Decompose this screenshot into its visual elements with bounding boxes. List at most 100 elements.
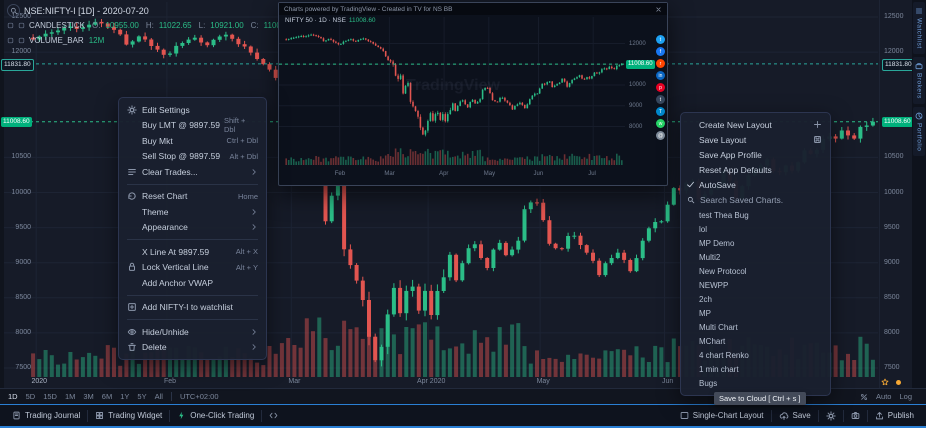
trading-journal-button[interactable]: Trading Journal xyxy=(5,411,87,420)
series-visibility-icon[interactable] xyxy=(7,22,14,29)
share-whatsapp-icon[interactable]: w xyxy=(656,119,665,128)
context-menu-item-buy-mkt[interactable]: Buy Mkt Ctrl + Dbl xyxy=(119,133,266,149)
save-button[interactable]: Save xyxy=(772,411,818,421)
layout-menu-item-save-app-profile[interactable]: Save App Profile xyxy=(681,147,830,162)
share-tumblr-icon[interactable]: t xyxy=(656,95,665,104)
side-tab-watchlist[interactable]: Watchlist xyxy=(913,2,925,54)
saved-chart-multi2[interactable]: Multi2 xyxy=(699,252,721,262)
layout-menu-item-save-layout[interactable]: Save Layout xyxy=(681,132,830,147)
range-15d[interactable]: 15D xyxy=(43,392,57,401)
close-icon[interactable] xyxy=(655,6,662,13)
saved-chart-mchart[interactable]: MChart xyxy=(699,336,726,346)
saved-charts-search[interactable]: Search Saved Charts. xyxy=(681,192,830,208)
side-tab-brokers[interactable]: Brokers xyxy=(913,56,925,104)
context-menu-item-hide-unhide[interactable]: Hide/Unhide xyxy=(119,324,266,340)
open-label: O: xyxy=(92,21,101,30)
context-menu-item-theme[interactable]: Theme xyxy=(119,204,266,220)
tradingview-watermark: TradingView xyxy=(406,77,500,94)
volume-settings-icon[interactable] xyxy=(18,37,25,44)
range-1m[interactable]: 1M xyxy=(64,392,76,401)
context-menu-item-appearance[interactable]: Appearance xyxy=(119,220,266,236)
publish-button[interactable]: Publish xyxy=(868,411,921,420)
share-twitter-icon[interactable]: t xyxy=(656,35,665,44)
range-6m[interactable]: 6M xyxy=(101,392,113,401)
saved-chart-mp-demo[interactable]: MP Demo xyxy=(699,238,735,248)
saved-chart-test-thea-bug[interactable]: test Thea Bug xyxy=(699,210,749,220)
saved-chart-1-min-chart[interactable]: 1 min chart xyxy=(699,364,739,374)
submenu-chevron-icon xyxy=(250,343,258,351)
range-3m[interactable]: 3M xyxy=(83,392,94,401)
floating-chart-window[interactable]: Charts powered by TradingView - Created … xyxy=(278,2,668,186)
submenu-chevron-icon xyxy=(250,208,258,216)
share-email-icon[interactable]: @ xyxy=(656,131,665,140)
side-tab-portfolio[interactable]: Portfolio xyxy=(913,106,925,156)
layout-menu-item-reset-app-defaults[interactable]: Reset App Defaults xyxy=(681,162,830,177)
percent-scale-icon[interactable] xyxy=(860,393,868,401)
left-price-axis[interactable]: 12500 12000 10500 10000 9500 9000 8500 8000 7500… xyxy=(0,0,34,388)
context-menu-item-edit-settings[interactable]: Edit Settings xyxy=(119,102,266,118)
range-all[interactable]: All xyxy=(154,392,163,401)
share-telegram-icon[interactable]: T xyxy=(656,107,665,116)
context-menu-item-sell-stop-9897-59[interactable]: Sell Stop @ 9897.59 Alt + Dbl xyxy=(119,149,266,165)
floating-window-titlebar[interactable]: Charts powered by TradingView - Created … xyxy=(279,3,667,15)
divider xyxy=(87,409,89,422)
price-tick-label: 9500 xyxy=(884,223,900,231)
menu-divider xyxy=(127,294,258,296)
share-pinterest-icon[interactable]: p xyxy=(656,83,665,92)
context-menu-item-buy-lmt-9897-59[interactable]: Buy LMT @ 9897.59 Shift + Dbl xyxy=(119,116,266,135)
saved-chart-2ch[interactable]: 2ch xyxy=(699,294,712,304)
mini-time-axis: Feb Mar Apr May Jun Jul xyxy=(279,171,625,181)
context-menu-item-x-line-at-9897-59[interactable]: X Line At 9897.59 Alt + X xyxy=(119,244,266,260)
single-chart-layout-button[interactable]: Single-Chart Layout xyxy=(673,411,771,420)
symbol-search-icon[interactable] xyxy=(7,4,20,17)
context-menu-item-lock-vertical-line[interactable]: Lock Vertical Line Alt + Y xyxy=(119,260,266,276)
layout-menu-item-autosave[interactable]: AutoSave xyxy=(681,177,830,192)
one-click-trading-button[interactable]: One-Click Trading xyxy=(170,411,261,420)
share-linkedin-icon[interactable]: in xyxy=(656,71,665,80)
saved-chart-bugs[interactable]: Bugs xyxy=(699,378,718,388)
range-5y[interactable]: 5Y xyxy=(137,392,147,401)
share-facebook-icon[interactable]: f xyxy=(656,47,665,56)
trading-widget-button[interactable]: Trading Widget xyxy=(88,411,169,420)
divider xyxy=(261,409,263,422)
shortcut-label: Shift + Dbl xyxy=(223,116,246,135)
context-menu-item-delete[interactable]: Delete xyxy=(119,340,266,356)
range-5d[interactable]: 5D xyxy=(25,392,36,401)
saved-chart-lol[interactable]: lol xyxy=(699,224,708,234)
context-menu-item-reset-chart[interactable]: Reset Chart Home xyxy=(119,189,266,205)
menu-item-label: Lock Vertical Line xyxy=(142,262,209,273)
gear-button[interactable] xyxy=(819,410,843,421)
favorite-star-icon[interactable] xyxy=(881,378,889,386)
saved-chart-4-chart-renko[interactable]: 4 chart Renko xyxy=(699,350,749,360)
range-1y[interactable]: 1Y xyxy=(120,392,130,401)
right-price-axis[interactable]: 12500 12000 10500 10000 9500 9000 8500 8000 7500… xyxy=(879,0,915,388)
context-menu-item-add-anchor-vwap[interactable]: Add Anchor VWAP xyxy=(119,275,266,291)
saved-chart-mp[interactable]: MP xyxy=(699,308,711,318)
saved-chart-new-protocol[interactable]: New Protocol xyxy=(699,266,747,276)
share-reddit-icon[interactable]: r xyxy=(656,59,665,68)
saved-chart-multi-chart[interactable]: Multi Chart xyxy=(699,322,738,332)
volume-visibility-icon[interactable] xyxy=(7,37,14,44)
bolt-icon xyxy=(177,411,186,420)
menu-item-label: Clear Trades... xyxy=(142,166,198,177)
timezone-button[interactable]: UTC+02:00 xyxy=(179,392,219,401)
save-icon xyxy=(813,135,822,144)
range-1d[interactable]: 1D xyxy=(8,392,18,401)
menu-item-label: Create New Layout xyxy=(699,119,772,130)
divider xyxy=(169,409,171,422)
watchlist-icon xyxy=(125,302,138,312)
scale-toggle-auto[interactable]: Auto xyxy=(876,392,892,401)
series-settings-icon[interactable] xyxy=(18,22,25,29)
context-menu-item-clear-trades[interactable]: Clear Trades... xyxy=(119,164,266,180)
camera-button[interactable] xyxy=(844,411,867,420)
time-axis[interactable]: 2020 Feb Mar Apr 2020 May Jun xyxy=(0,377,879,388)
plus-icon xyxy=(813,120,822,129)
menu-item-label: Reset Chart xyxy=(142,191,188,202)
button-label: One-Click Trading xyxy=(190,411,255,420)
gear-icon xyxy=(125,105,138,115)
layout-menu-item-create-new-layout[interactable]: Create New Layout xyxy=(681,117,830,132)
scale-toggle-log[interactable]: Log xyxy=(899,392,912,401)
saved-chart-newpp[interactable]: NEWPP xyxy=(699,280,729,290)
code-button[interactable] xyxy=(262,411,285,420)
context-menu-item-add-nifty-i-to-watchlist[interactable]: Add NIFTY-I to watchlist xyxy=(119,300,266,316)
